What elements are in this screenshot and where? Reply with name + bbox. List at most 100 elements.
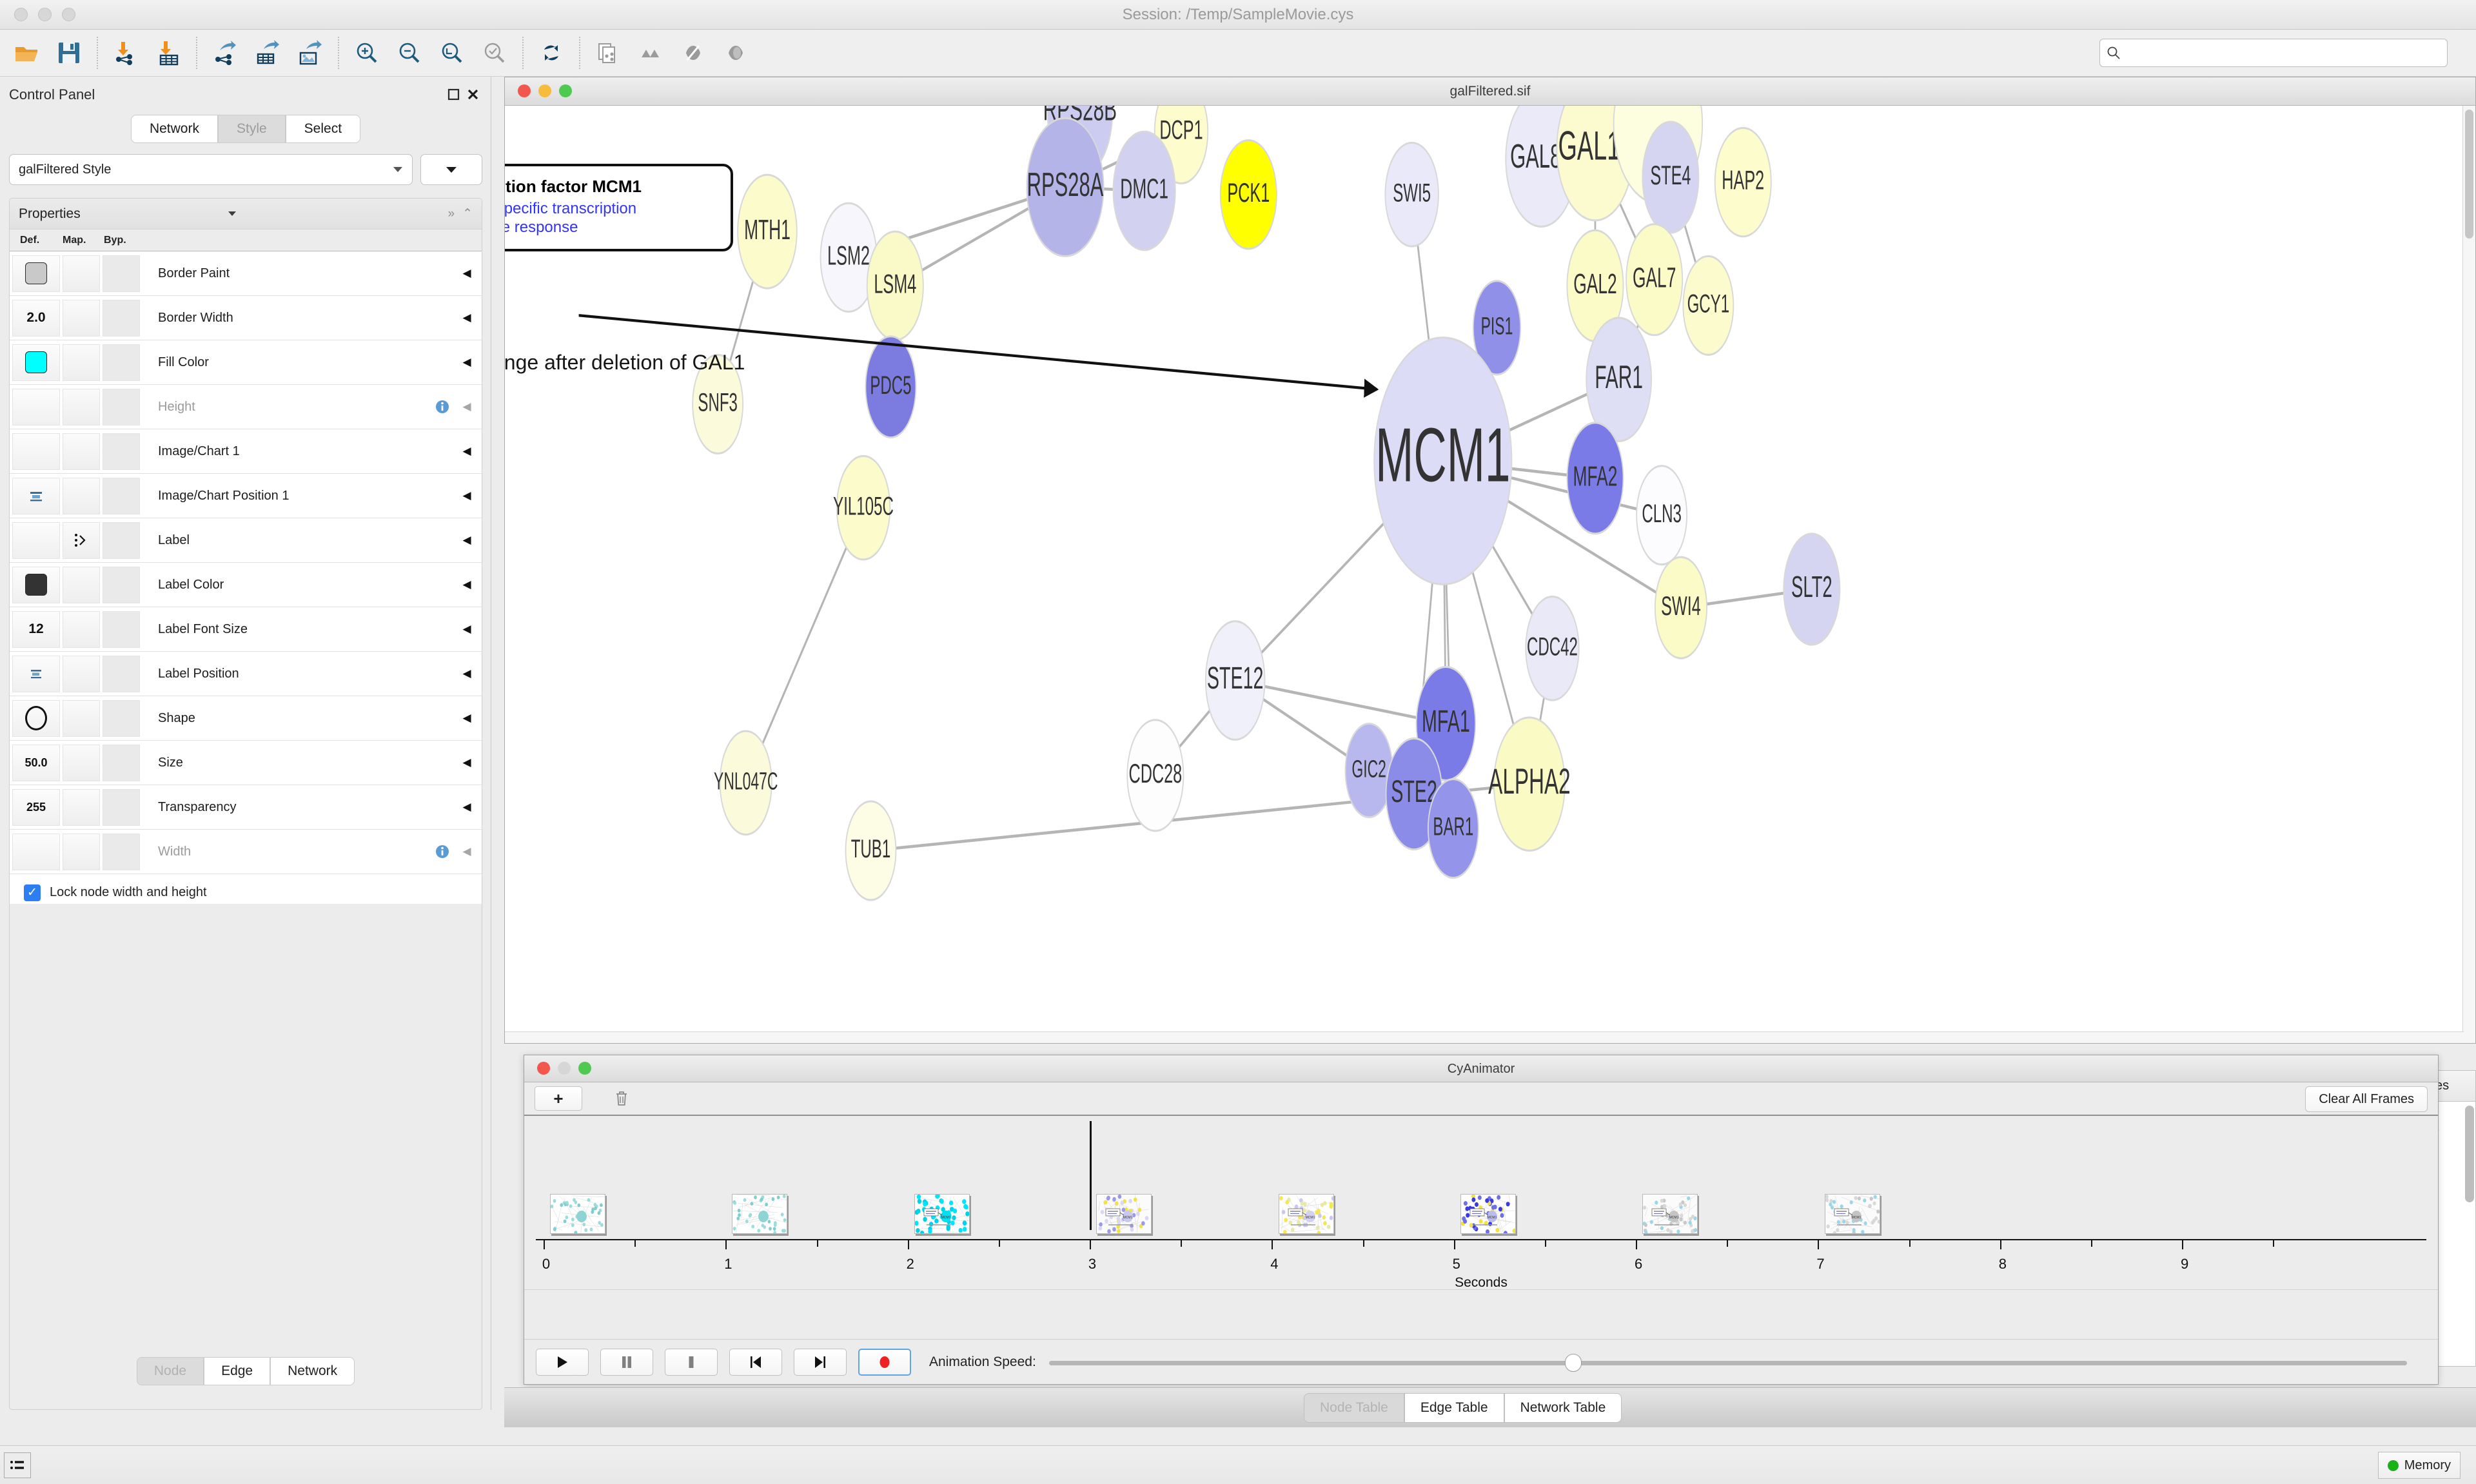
network-window-controls[interactable] — [518, 84, 572, 97]
new-network-from-selection-icon[interactable] — [587, 32, 629, 74]
network-node-yil105c[interactable]: YIL105C — [833, 454, 894, 561]
network-node-far1[interactable]: FAR1 — [1586, 317, 1653, 442]
timeline-frame[interactable]: MCM1 — [1460, 1194, 1516, 1234]
expand-arrow-icon[interactable]: ◀ — [462, 712, 471, 724]
tab-style[interactable]: Style — [217, 115, 286, 143]
expand-arrow-icon[interactable]: ◀ — [462, 801, 471, 813]
export-network-icon[interactable] — [204, 32, 246, 74]
mapping-cell[interactable] — [63, 788, 100, 826]
bypass-cell[interactable] — [103, 744, 140, 781]
network-vertical-scrollbar[interactable] — [2462, 106, 2475, 1043]
property-row-shape[interactable]: Shape ◀ — [10, 696, 482, 741]
record-button[interactable] — [858, 1348, 911, 1376]
property-row-image-chart-1[interactable]: Image/Chart 1 ◀ — [10, 429, 482, 474]
default-cell[interactable]: 50.0 — [12, 744, 60, 781]
zoom-in-icon[interactable] — [346, 32, 388, 74]
expand-arrow-icon[interactable]: ◀ — [462, 667, 471, 679]
default-cell[interactable] — [12, 655, 60, 692]
default-cell[interactable] — [12, 699, 60, 737]
pause-button[interactable] — [600, 1348, 653, 1376]
property-row-border-width[interactable]: 2.0 Border Width ◀ — [10, 296, 482, 340]
property-row-label-color[interactable]: Label Color ◀ — [10, 563, 482, 607]
style-select[interactable]: galFiltered Style — [9, 154, 413, 185]
table-scrollbar[interactable] — [2465, 1106, 2474, 1202]
mapping-cell[interactable] — [63, 299, 100, 337]
network-edge[interactable] — [1235, 679, 1446, 725]
tab-edge[interactable]: Edge — [204, 1357, 271, 1385]
expand-arrow-icon[interactable]: ◀ — [462, 578, 471, 591]
default-cell[interactable]: 255 — [12, 788, 60, 826]
import-table-icon[interactable] — [147, 32, 190, 74]
network-node-mcm1[interactable]: MCM1 — [1373, 337, 1513, 585]
style-options-button[interactable] — [420, 154, 482, 185]
mapping-cell[interactable] — [63, 610, 100, 648]
zoom-button[interactable] — [578, 1062, 591, 1075]
bypass-cell[interactable] — [103, 522, 140, 559]
network-node-lsm4[interactable]: LSM4 — [866, 230, 924, 342]
tab-network-table[interactable]: Network Table — [1504, 1393, 1622, 1423]
bypass-cell[interactable] — [103, 477, 140, 514]
tab-select[interactable]: Select — [285, 115, 361, 143]
mapping-cell[interactable] — [63, 699, 100, 737]
property-row-transparency[interactable]: 255 Transparency ◀ — [10, 785, 482, 830]
network-node-mth1[interactable]: MTH1 — [737, 173, 798, 289]
window-close-button[interactable] — [14, 8, 28, 21]
property-row-size[interactable]: 50.0 Size ◀ — [10, 741, 482, 785]
network-node-gal2[interactable]: GAL2 — [1566, 229, 1624, 342]
cyanimator-timeline[interactable]: Seconds 0 1 2 3 4 5 6 7 8 9 MCM1 MCM1 MCM1 MCM1 MCM1 MC… — [524, 1116, 2438, 1290]
slider-knob[interactable] — [1565, 1353, 1582, 1372]
tab-node[interactable]: Node — [136, 1357, 204, 1385]
info-icon[interactable] — [433, 400, 452, 414]
property-row-border-paint[interactable]: Border Paint ◀ — [10, 251, 482, 296]
property-row-image-chart-position-1[interactable]: Image/Chart Position 1 ◀ — [10, 474, 482, 518]
network-node-pis1[interactable]: PIS1 — [1472, 280, 1522, 376]
clear-all-frames-button[interactable]: Clear All Frames — [2305, 1086, 2428, 1112]
bypass-cell[interactable] — [103, 255, 140, 292]
mapping-cell[interactable] — [63, 433, 100, 470]
save-session-icon[interactable] — [48, 32, 90, 74]
network-edge[interactable] — [745, 507, 865, 784]
default-cell[interactable]: 12 — [12, 610, 60, 648]
tab-node-table[interactable]: Node Table — [1304, 1393, 1404, 1423]
close-icon[interactable] — [463, 85, 482, 104]
bypass-cell[interactable] — [103, 699, 140, 737]
search-box[interactable] — [2099, 39, 2448, 67]
cyanimator-window-controls[interactable] — [537, 1062, 591, 1075]
network-node-gic2[interactable]: GIC2 — [1344, 722, 1393, 819]
network-node-gcy1[interactable]: GCY1 — [1682, 255, 1734, 356]
zoom-button[interactable] — [559, 84, 572, 97]
window-minimize-button[interactable] — [38, 8, 52, 21]
bypass-cell[interactable] — [103, 788, 140, 826]
hide-selected-icon[interactable] — [629, 32, 672, 74]
mapping-cell[interactable] — [63, 255, 100, 292]
expand-all-icon[interactable]: » — [447, 206, 455, 220]
bypass-cell[interactable] — [103, 433, 140, 470]
search-input[interactable] — [2125, 46, 2441, 60]
expand-arrow-icon[interactable]: ◀ — [462, 756, 471, 768]
timeline-frame[interactable]: MCM1 — [1096, 1194, 1152, 1234]
mapping-cell[interactable] — [63, 477, 100, 514]
tab-network[interactable]: Network — [130, 115, 218, 143]
bypass-cell[interactable] — [103, 299, 140, 337]
mapping-cell[interactable] — [63, 744, 100, 781]
step-forward-button[interactable] — [794, 1348, 847, 1376]
stop-button[interactable] — [665, 1348, 718, 1376]
network-horizontal-scrollbar[interactable] — [505, 1031, 2464, 1043]
chevron-down-icon[interactable] — [228, 211, 237, 217]
network-node-pck1[interactable]: PCK1 — [1219, 139, 1277, 250]
network-node-cdc42[interactable]: CDC42 — [1525, 595, 1580, 701]
network-node-rps28a[interactable]: RPS28A — [1026, 117, 1105, 257]
network-node-ste4[interactable]: STE4 — [1642, 121, 1700, 234]
info-icon[interactable] — [433, 845, 452, 859]
tab-edge-table[interactable]: Edge Table — [1404, 1393, 1504, 1423]
default-cell[interactable] — [12, 566, 60, 603]
export-table-icon[interactable] — [246, 32, 289, 74]
network-canvas[interactable]: RPS28B RPS28A DCP1 DMC1 PCK1 SWI5 GAL80 GAL11 ST… — [505, 106, 2475, 1043]
property-row-label-position[interactable]: Label Position ◀ — [10, 652, 482, 696]
default-cell[interactable] — [12, 433, 60, 470]
window-zoom-button[interactable] — [62, 8, 75, 21]
minimize-button[interactable] — [558, 1062, 571, 1075]
timeline-frame[interactable]: MCM1 — [1642, 1194, 1698, 1234]
animation-speed-slider[interactable] — [1048, 1352, 2407, 1372]
play-button[interactable] — [536, 1348, 589, 1376]
